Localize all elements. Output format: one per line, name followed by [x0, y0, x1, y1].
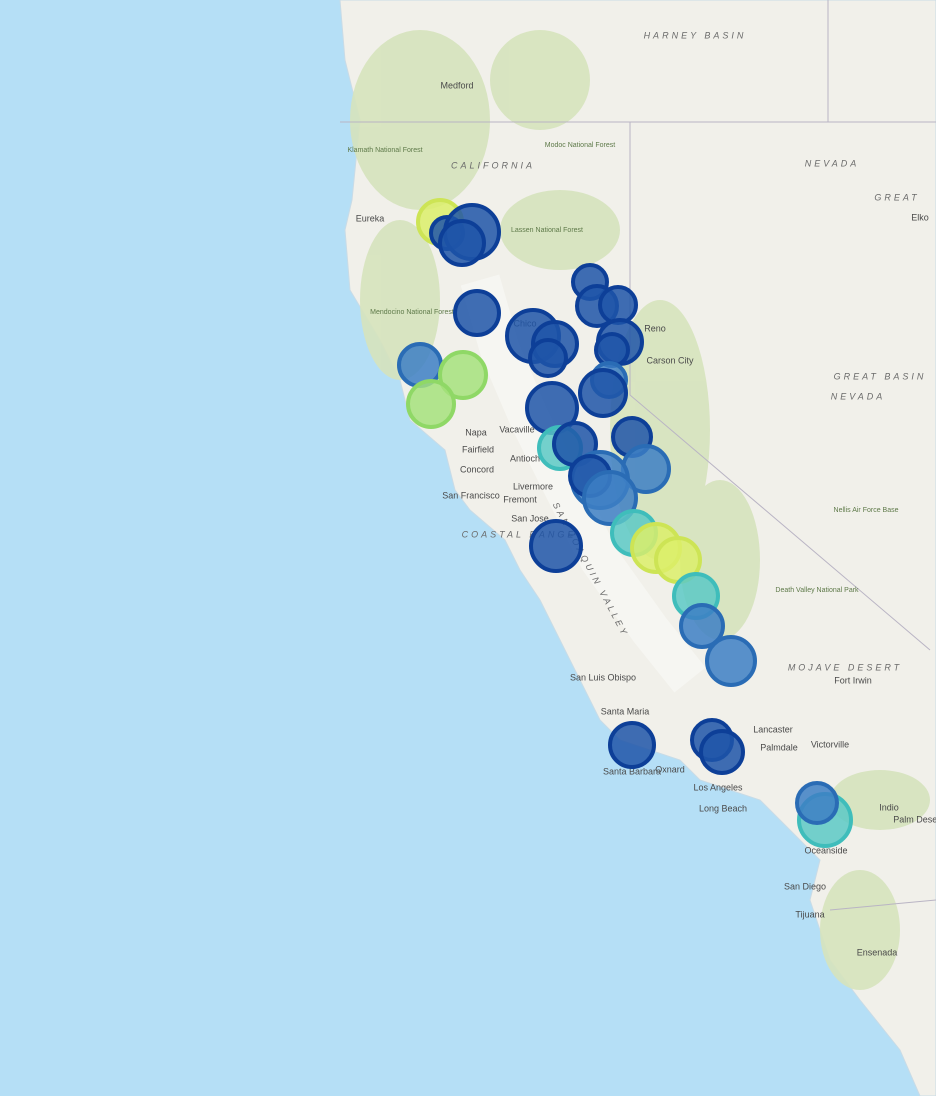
site-marker[interactable]	[529, 519, 583, 573]
map-label: Napa	[465, 427, 487, 437]
forest-areas	[350, 30, 930, 990]
site-marker[interactable]	[438, 219, 486, 267]
map-label: COASTAL RANGE	[462, 529, 577, 539]
map-label: Concord	[460, 464, 494, 474]
map-label: Fremont	[503, 494, 537, 504]
map-label: Livermore	[513, 481, 553, 491]
map-label: GREAT BASIN	[834, 371, 927, 381]
map-label: San Francisco	[442, 490, 500, 500]
map-label: CALIFORNIA	[451, 160, 535, 170]
site-marker[interactable]	[406, 379, 456, 429]
map-label: Medford	[440, 80, 473, 90]
map-label: San Luis Obispo	[570, 672, 636, 682]
map-label: Oceanside	[804, 845, 847, 855]
map-label: Tijuana	[795, 909, 824, 919]
map-label: Oxnard	[655, 764, 685, 774]
map-label: Eureka	[356, 213, 385, 223]
map-label: Santa Maria	[601, 706, 650, 716]
map-label: San Diego	[784, 881, 826, 891]
site-marker[interactable]	[594, 332, 630, 368]
site-marker[interactable]	[608, 721, 656, 769]
site-marker[interactable]	[598, 285, 638, 325]
map-label: Santa Barbara	[603, 766, 661, 776]
site-marker[interactable]	[679, 603, 725, 649]
site-marker[interactable]	[582, 470, 638, 526]
map-label: San Jose	[511, 513, 549, 523]
map-label: MOJAVE DESERT	[788, 662, 902, 672]
site-marker[interactable]	[438, 350, 488, 400]
site-marker[interactable]	[699, 729, 745, 775]
map-label: Elko	[911, 212, 929, 222]
map-label: Antioch	[510, 453, 540, 463]
map-label: Mendocino National Forest	[370, 309, 454, 316]
site-marker[interactable]	[453, 289, 501, 337]
map-label: Palmdale	[760, 742, 798, 752]
map-label: Nellis Air Force Base	[834, 507, 899, 514]
map-label: Lancaster	[753, 724, 793, 734]
site-marker[interactable]	[705, 635, 757, 687]
map-label: Klamath National Forest	[347, 147, 422, 154]
map-label: GREAT	[874, 192, 919, 202]
map-label: Death Valley National Park	[775, 587, 859, 594]
map-label: Palm Desert	[893, 814, 936, 824]
map-label: Lassen National Forest	[511, 227, 583, 234]
map-label: Indio	[879, 802, 899, 812]
map-label: Fort Irwin	[834, 675, 872, 685]
map-label: Long Beach	[699, 803, 747, 813]
map-label: HARNEY BASIN	[644, 30, 747, 40]
map-label: Victorville	[811, 739, 849, 749]
map-label: Reno	[644, 323, 666, 333]
site-marker[interactable]	[795, 781, 839, 825]
site-marker[interactable]	[578, 368, 628, 418]
map-label: Carson City	[646, 355, 694, 365]
map-label: Modoc National Forest	[545, 142, 615, 149]
map-label: NEVADA	[831, 391, 886, 401]
map-label: Vacaville	[499, 424, 534, 434]
site-marker[interactable]	[528, 338, 568, 378]
map-label: Los Angeles	[693, 782, 743, 792]
borders	[340, 0, 936, 911]
map-label: NEVADA	[805, 158, 860, 168]
map-label: Ensenada	[857, 947, 898, 957]
map-label: Fairfield	[462, 444, 494, 454]
central-valley	[460, 274, 706, 693]
